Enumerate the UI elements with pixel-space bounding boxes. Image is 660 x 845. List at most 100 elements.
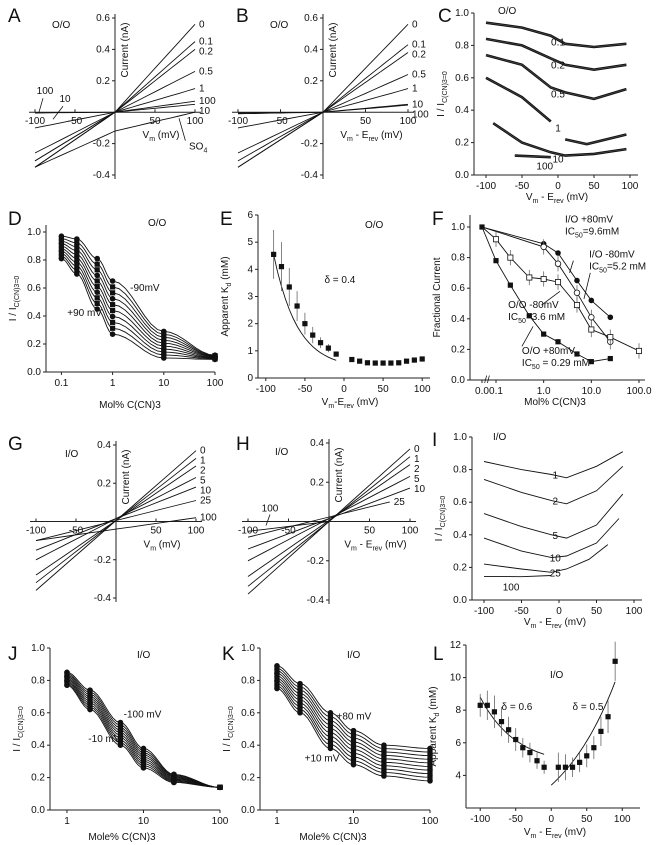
series-line <box>247 487 411 550</box>
panel-b: B O/O-100 -50 50 100-0.4-0.20.20.40.6Current… <box>228 6 429 181</box>
data-point <box>573 289 581 296</box>
y-tick-label: -0.4 <box>301 170 319 181</box>
fit-curve <box>61 238 216 357</box>
data-point <box>598 728 604 734</box>
x-tick-label: -50 <box>298 384 313 395</box>
y-tick-label: 0.2 <box>304 76 318 87</box>
data-point <box>87 706 93 713</box>
series-line <box>483 575 552 578</box>
condition-label: I/O <box>275 447 289 458</box>
data-point <box>350 761 357 768</box>
data-point <box>349 356 355 363</box>
y-tick-label: 0.2 <box>241 773 255 784</box>
y-tick-label: 10 <box>450 673 462 684</box>
data-point <box>109 331 116 338</box>
x-tick-label: 0.1 <box>54 378 68 389</box>
x-tick-label: -100 <box>25 116 45 127</box>
fit-curve <box>66 673 221 788</box>
annotation-high-voltage: -100 mV <box>124 710 162 721</box>
y-tick-label: 0.2 <box>31 773 45 784</box>
y-tick-label: 0.2 <box>451 344 465 355</box>
x-tick-label: 10 <box>138 816 150 827</box>
data-point <box>297 697 303 703</box>
data-point <box>74 271 80 277</box>
data-point <box>212 356 218 363</box>
series-label: SO4 <box>189 142 207 155</box>
fit-curve <box>66 676 221 788</box>
y-tick-label: 6 <box>455 738 461 749</box>
series-line <box>247 521 330 532</box>
series-line <box>35 486 197 551</box>
y-tick-label: 0.6 <box>455 73 469 84</box>
x-tick-label: 0 <box>555 181 561 192</box>
data-point <box>161 334 167 340</box>
x-tick-label: 50 <box>581 814 593 825</box>
series-line <box>35 517 197 542</box>
y-axis-label: Apparent Kd​ (mM) <box>428 686 441 766</box>
data-point <box>372 360 378 366</box>
x-tick-label: 0.1 <box>489 386 503 397</box>
y-tick-label: 0.2 <box>97 478 111 489</box>
data-point <box>484 702 490 708</box>
series-label: 25 <box>550 568 562 579</box>
x-axis-label: Vm​ - Erev​ (mV) <box>344 540 406 553</box>
y-tick-label: 0.0 <box>451 375 465 386</box>
data-point <box>507 254 514 261</box>
y-tick-label: 4 <box>455 770 461 781</box>
data-point <box>74 251 80 258</box>
ic50-annotation-value: IC50=3.6 mM <box>508 312 565 325</box>
data-point <box>350 746 357 753</box>
y-axis-label: I / IC(CN)3=0​ <box>222 706 235 752</box>
x-axis-label: Vm​ - Erev​ (mV) <box>340 130 402 143</box>
data-point <box>588 326 595 333</box>
fit-curve <box>66 683 221 788</box>
data-point <box>297 684 303 690</box>
data-point <box>94 300 100 306</box>
series-label: 0 <box>199 19 205 30</box>
y-tick-label: 0.8 <box>31 675 45 686</box>
y-axis-label: I / IC(CN)3=0​ <box>434 496 447 542</box>
y-axis-label: I / IC(CN)3=0​ <box>12 706 25 752</box>
fit-curve <box>276 677 431 767</box>
fit-curve <box>66 677 221 788</box>
series-label: 10 <box>412 99 424 110</box>
x-tick-label: -50 <box>515 181 530 192</box>
data-point <box>274 685 280 692</box>
data-point <box>278 264 285 270</box>
data-point <box>350 743 357 749</box>
annotation-pointer <box>521 326 534 347</box>
x-axis-label: Vm​ - Erev​ (mV) <box>526 192 588 205</box>
data-point <box>427 763 433 770</box>
y-tick-label: 1.0 <box>453 432 467 443</box>
data-point <box>325 345 331 351</box>
ic50-annotation-title: O/O +80mV <box>522 346 575 357</box>
condition-label: I/O <box>347 650 361 661</box>
series-label: 10 <box>200 486 212 497</box>
data-point <box>554 260 562 267</box>
data-point <box>427 774 433 780</box>
fit-curve <box>276 672 431 760</box>
panel-d: 0.1 1 10 100 0.0 0.2 0.4 0.6 0.8 1.0 D O/O Mol% C(CN… <box>8 209 224 411</box>
x-tick-label: 100 <box>187 116 204 127</box>
data-point <box>94 278 100 284</box>
y-tick-label: 8 <box>455 705 461 716</box>
data-point <box>161 352 167 358</box>
label-pointer <box>52 105 64 120</box>
y-tick-label: 0.6 <box>27 283 41 294</box>
x-tick-label: -100 <box>476 181 496 192</box>
data-point <box>117 742 124 748</box>
panel-c: -100 -50 0 50 100 0.0 0.2 0.4 0.6 0.8 1.0C O/O Vm​ -… <box>436 6 639 205</box>
y-tick-label: 0.2 <box>96 76 110 87</box>
data-point <box>350 758 357 764</box>
series-line <box>483 544 609 573</box>
y-tick-label: -0.2 <box>301 139 319 150</box>
data-point <box>364 360 371 366</box>
panel-f: 0.0 0.1 1.0 10.0 100.00.00.20.40.60.81.0FMol… <box>432 209 652 408</box>
fit-curve <box>276 680 431 771</box>
data-point <box>286 284 292 290</box>
ic50-annotation-title: I/O +80mV <box>565 214 613 225</box>
y-axis-label: Current (nA) <box>121 449 132 504</box>
data-point <box>381 759 387 765</box>
y-tick-label: 0.0 <box>27 367 41 378</box>
